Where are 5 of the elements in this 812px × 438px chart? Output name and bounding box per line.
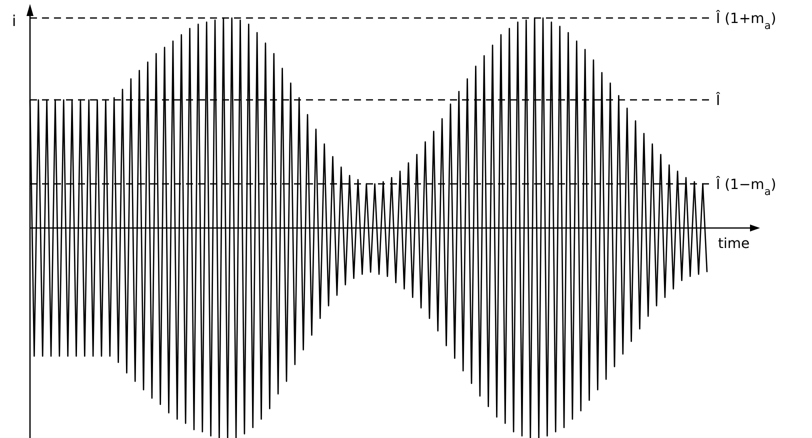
ref-line-label: Î (1+m$_{a}$) <box>716 10 776 32</box>
ref-line-label: Î <box>716 92 721 109</box>
ref-line-label: Î (1−m$_{a}$) <box>716 176 776 198</box>
x-axis-title: time <box>718 236 750 252</box>
y-axis-title: i <box>12 12 16 30</box>
